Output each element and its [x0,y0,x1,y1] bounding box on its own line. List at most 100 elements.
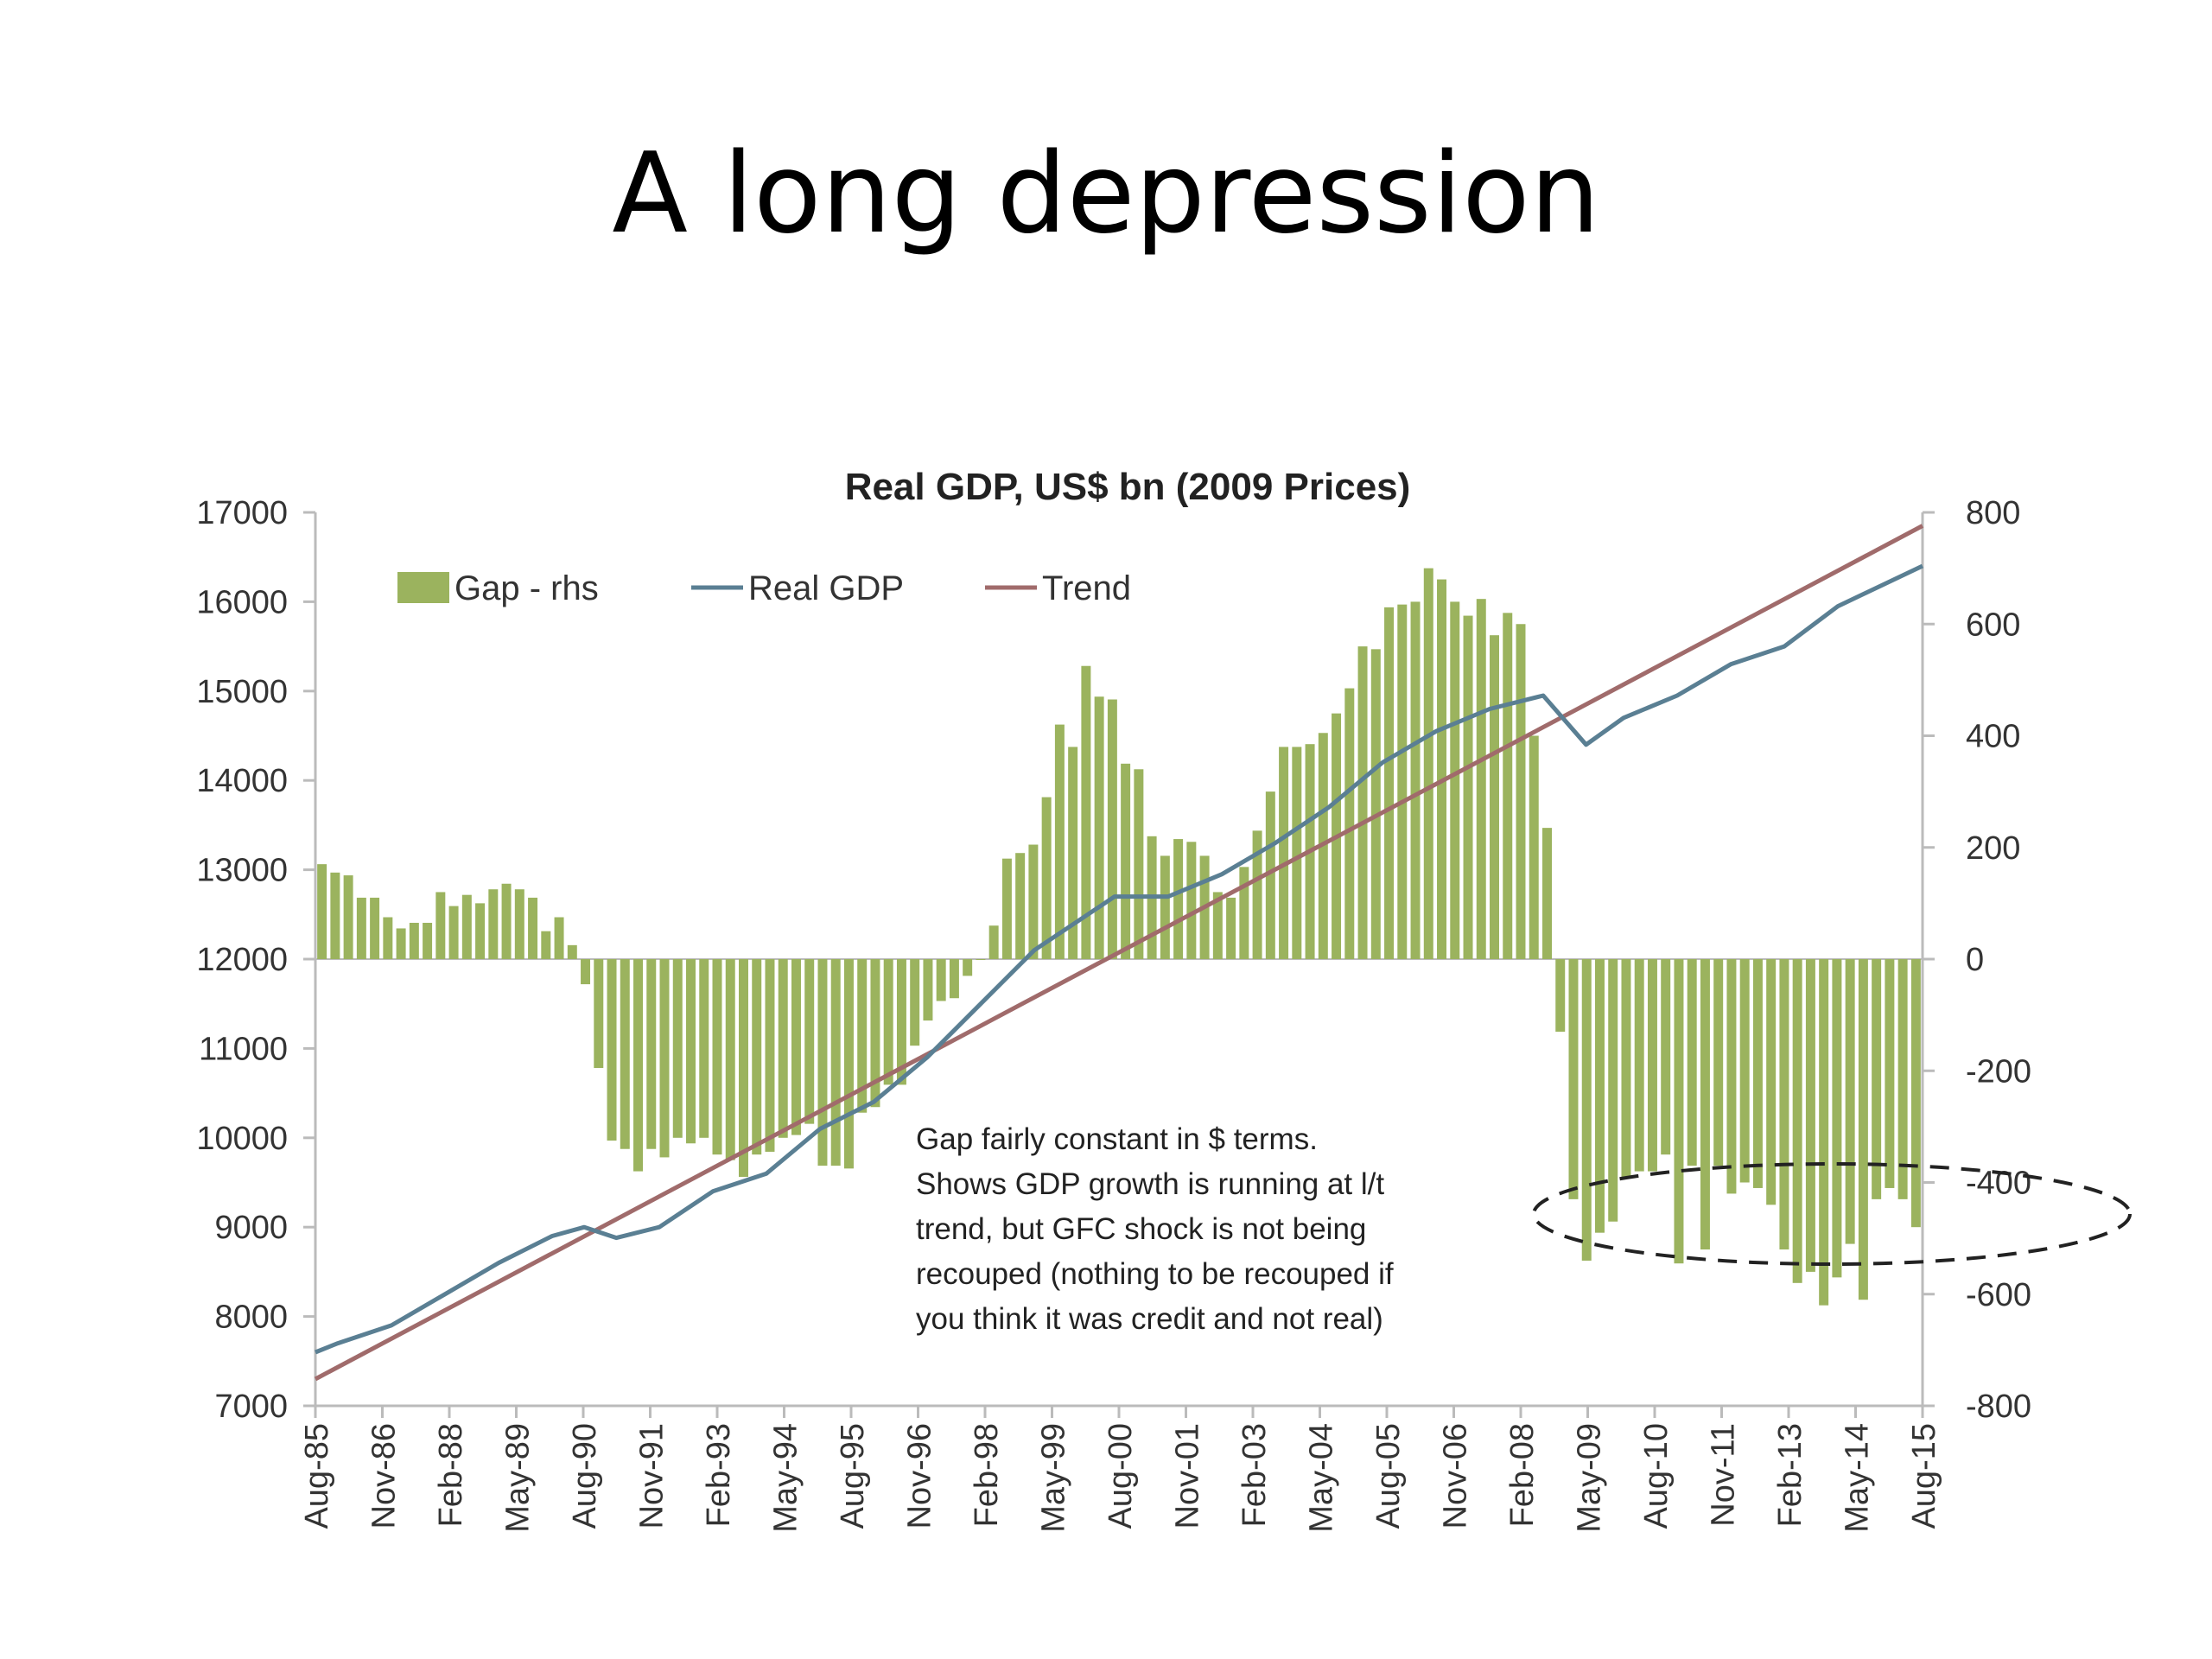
x-tick-label: Nov-06 [1438,1423,1474,1529]
y-right-tick-label: 0 [1966,942,1984,978]
x-tick-label: Feb-03 [1236,1423,1273,1527]
gap-bar [963,959,973,976]
x-tick-label: Aug-00 [1103,1423,1139,1529]
gap-bar [765,959,775,1152]
gap-bar [1542,828,1552,959]
gap-bar [343,875,353,959]
gap-bar [1608,959,1618,1222]
gap-bar [817,959,828,1166]
gap-bar [1437,579,1447,959]
gap-bar [396,928,406,959]
x-tick-label: Feb-08 [1504,1423,1541,1527]
gap-bar [1752,959,1763,1188]
gap-bar [581,959,591,985]
gap-bar [1054,724,1065,959]
gap-bar [936,959,946,1001]
x-tick-label: May-89 [500,1423,537,1533]
gap-bar [541,931,551,959]
gap-bar [1001,858,1012,959]
highlight-ellipse [1532,1162,2132,1266]
x-tick-label: Nov-96 [902,1423,938,1529]
x-tick-label: Nov-11 [1706,1423,1742,1527]
gap-bar [1766,959,1777,1205]
x-tick-label: Nov-91 [634,1423,671,1529]
x-tick-label: Aug-95 [835,1423,871,1529]
x-tick-label: Nov-86 [366,1423,403,1529]
y-left-tick-label: 16000 [196,584,288,620]
gap-bar [791,959,801,1135]
gap-bar [1239,867,1249,959]
y-right-tick-label: -200 [1966,1053,2031,1090]
gap-bar [594,959,604,1069]
y-left-tick-label: 11000 [199,1031,288,1067]
gap-bar [1845,959,1855,1244]
gap-bar [1700,959,1710,1250]
gap-bar [646,959,657,1149]
gap-bar [1384,607,1395,959]
gap-bar [1503,613,1513,959]
gap-bar [1779,959,1789,1250]
gap-bar [699,959,709,1138]
gap-bar [672,959,683,1138]
legend-label: Trend [1042,569,1131,607]
gap-bar [830,959,841,1166]
gap-bar [1858,959,1868,1300]
gap-bar [1594,959,1605,1233]
gap-bar [1529,735,1539,959]
gap-bar [1068,747,1078,959]
x-tick-label: Aug-15 [1906,1423,1942,1529]
gap-bar [567,944,577,959]
gap-bar [461,894,472,959]
gap-bar [1726,959,1737,1194]
y-left-tick-label: 10000 [196,1121,288,1157]
gap-bar [409,922,419,959]
gap-bar [870,959,880,1108]
gap-bar [1621,959,1631,1178]
gap-bar [712,959,722,1155]
gap-bar [896,959,906,1085]
gap-bar [1463,615,1473,959]
x-axis-ticks: Aug-85 Nov-86 Feb-88 May-89 Aug-90 Nov-91 Feb-… [299,1406,1942,1533]
gap-bar [1581,959,1592,1261]
gap-bars [315,568,1923,1306]
gap-bar [330,872,340,959]
y-left-tick-label: 13000 [196,853,288,889]
gap-bar [1279,747,1289,959]
y-right-tick-label: 400 [1966,719,2020,755]
gap-bar [1160,855,1170,959]
y-left-tick-label: 14000 [196,763,288,799]
gap-bar [317,864,327,959]
gap-bar [739,959,748,1178]
gap-bar [910,959,920,1046]
annotation: Gap fairly constant in $ terms. Shows GDP… [916,1122,1394,1336]
gap-bar [1516,624,1526,959]
gap-bar [1713,959,1724,1166]
x-tick-label: Aug-85 [299,1423,335,1529]
gap-bar [1212,892,1223,959]
gap-bar [1634,959,1644,1172]
gap-bar [554,917,564,959]
gap-bar [356,897,366,959]
gap-bar [1344,688,1355,959]
x-tick-label: Aug-90 [567,1423,603,1529]
gap-bar [1687,959,1697,1166]
gap-bar [1568,959,1579,1199]
y-left-tick-label: 9000 [214,1210,288,1246]
x-tick-label: Nov-01 [1170,1423,1206,1529]
gap-bar [1647,959,1657,1172]
gap-bar [1490,635,1499,959]
gap-bar [1252,830,1262,959]
gap-bar [804,959,815,1124]
gap-bar [514,889,524,959]
gap-bar [1910,959,1921,1228]
gap-bar [1357,646,1368,959]
x-tick-label: Aug-10 [1638,1423,1675,1529]
gap-bar [1792,959,1802,1283]
gap-bar [1661,959,1671,1155]
y-right-tick-label: -800 [1966,1389,2031,1425]
gap-bar [976,959,986,960]
y-axis-left-ticks: 7000 8000 9000 10000 11000 12000 13000 14000 150… [196,495,315,1425]
gap-bar [1292,747,1302,959]
